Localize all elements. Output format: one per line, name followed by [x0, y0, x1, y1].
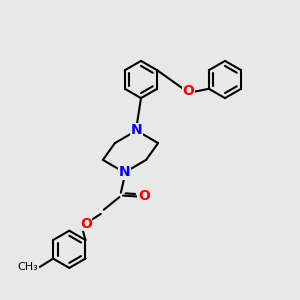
Text: N: N [131, 124, 142, 137]
Text: O: O [80, 217, 92, 231]
Text: N: N [131, 124, 142, 137]
Text: N: N [119, 166, 130, 179]
Text: CH₃: CH₃ [17, 262, 38, 272]
Text: O: O [182, 84, 194, 98]
Text: O: O [138, 190, 150, 203]
